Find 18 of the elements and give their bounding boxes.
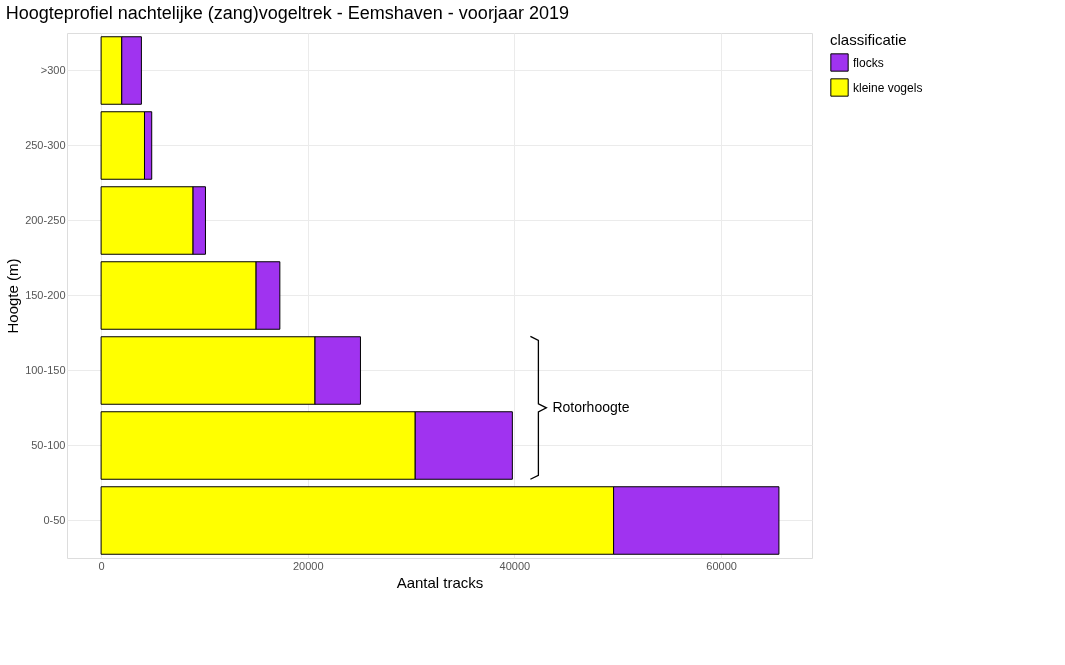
legend-label: flocks bbox=[853, 55, 884, 70]
y-axis-title: Hoogte (m) bbox=[4, 258, 22, 334]
annotation: Rotorhoogte bbox=[552, 398, 630, 415]
legend-label: kleine vogels bbox=[853, 80, 923, 95]
y-tick-label: 50-100 bbox=[31, 438, 66, 451]
y-tick-label: 200-250 bbox=[25, 213, 66, 226]
y-tick-label: 150-200 bbox=[25, 288, 66, 301]
x-tick-label: 0 bbox=[98, 559, 105, 572]
legend-title: classificatie bbox=[830, 31, 907, 48]
x-axis-title: Aantal tracks bbox=[396, 573, 484, 591]
y-tick-label: 0-50 bbox=[43, 513, 66, 526]
y-tick-label: 250-300 bbox=[25, 138, 66, 151]
y-tick-label: >300 bbox=[40, 63, 66, 76]
x-tick-label: 40000 bbox=[499, 559, 531, 572]
chart-title: Hoogteprofiel nachtelijke (zang)vogeltrek - Eemshaven - voorjaar 2019 bbox=[5, 3, 569, 23]
y-tick-label: 100-150 bbox=[25, 363, 66, 376]
x-tick-label: 60000 bbox=[706, 559, 737, 572]
x-tick-label: 20000 bbox=[292, 559, 324, 572]
